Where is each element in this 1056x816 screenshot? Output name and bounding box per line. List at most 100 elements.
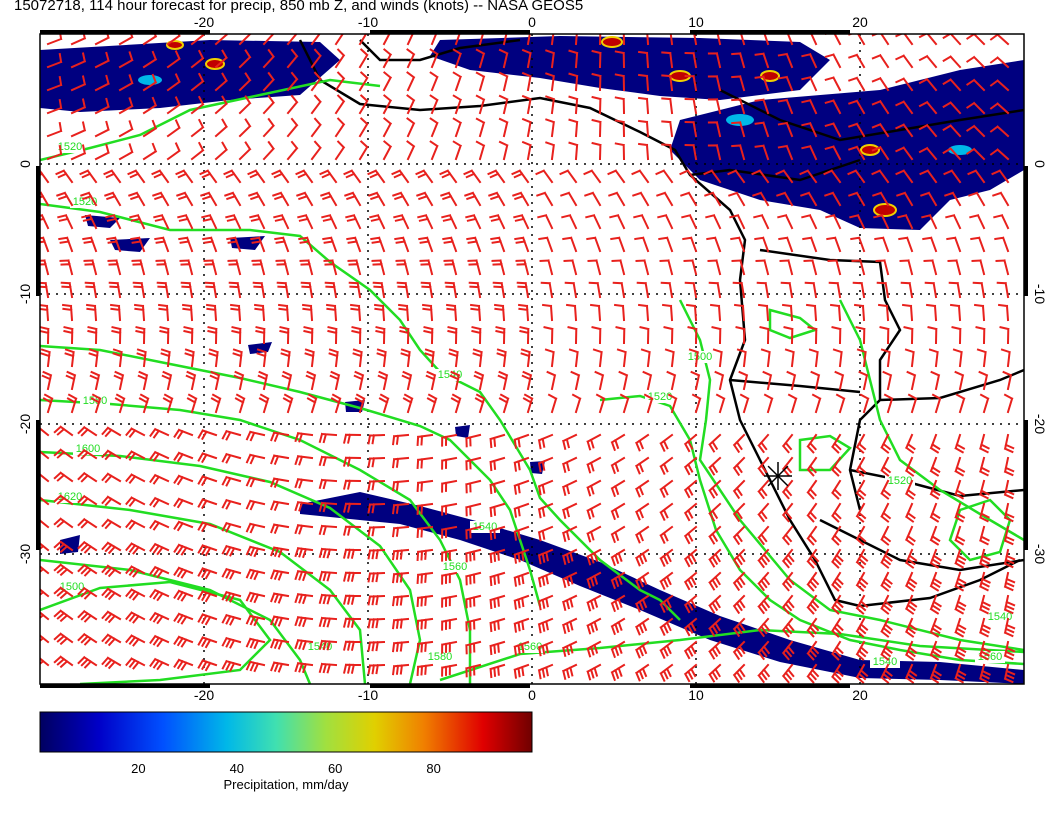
wind-barb (954, 456, 966, 477)
wind-barb (683, 663, 698, 683)
wind-barb (659, 663, 674, 683)
wind-barb (763, 34, 770, 46)
wind-barb (262, 117, 275, 138)
precip-band-frontal (300, 492, 1024, 684)
wind-barb (918, 123, 938, 138)
wind-barb (610, 663, 626, 682)
wind-barb (727, 169, 746, 184)
wind-barb (801, 52, 818, 69)
wind-barb (635, 525, 650, 544)
wind-barb (197, 498, 218, 510)
wind-barb (391, 456, 410, 469)
contour-label-bg (425, 651, 455, 663)
wind-barb (256, 348, 267, 368)
wind-barb (679, 169, 698, 184)
wind-barb (561, 548, 578, 566)
wind-barb (40, 634, 50, 644)
wind-barb (731, 52, 746, 69)
wind-barb (113, 370, 125, 391)
wind-barb (441, 525, 458, 539)
wind-barb (245, 568, 266, 581)
wind-barb (802, 236, 818, 253)
wind-barb (637, 142, 650, 161)
wind-barb (754, 121, 770, 138)
wind-barb (855, 594, 869, 615)
wind-barb (118, 120, 134, 138)
wind-barb (930, 370, 941, 391)
wind-barb (83, 259, 98, 276)
wind-barb (806, 640, 820, 661)
wind-barb (968, 191, 986, 207)
wind-barb (77, 425, 98, 437)
wind-barb (824, 99, 842, 115)
wind-barb (832, 348, 843, 368)
wind-barb (367, 456, 386, 468)
wind-barb (683, 617, 698, 637)
wind-barb (343, 594, 362, 605)
wind-barb (801, 98, 818, 115)
wind-barb (447, 326, 458, 345)
wind-barb (855, 433, 867, 454)
wind-barb (53, 609, 74, 623)
wind-barb (806, 456, 818, 477)
lon-tick-label: -20 (194, 14, 214, 30)
wind-barb (855, 548, 869, 569)
wind-barb (707, 52, 722, 69)
wind-barb (635, 617, 650, 636)
wind-barb (197, 544, 218, 557)
wind-barb (708, 281, 722, 299)
wind-barb (514, 236, 530, 253)
contour-label-bg (73, 443, 103, 455)
wind-barb (53, 632, 74, 646)
wind-barb (416, 617, 434, 630)
wind-barb (467, 259, 482, 276)
wind-barb (831, 502, 842, 523)
contour-label-bg (885, 475, 915, 487)
wind-barb (154, 236, 170, 253)
wind-barb (683, 502, 698, 522)
wind-barb (245, 476, 266, 488)
wind-barb (149, 496, 170, 508)
wind-barb (382, 117, 393, 138)
precipitation-layer (40, 36, 1024, 684)
wind-barb (270, 615, 290, 627)
wind-barb (214, 72, 228, 92)
wind-barb (498, 71, 509, 92)
wind-barb (280, 348, 291, 368)
wind-barb (637, 119, 650, 138)
wind-barb (1003, 571, 1016, 592)
wind-barb (46, 121, 63, 138)
wind-barb (831, 663, 844, 684)
wind-barb (489, 640, 506, 656)
wind-barb (925, 303, 938, 322)
wind-barb (294, 547, 314, 559)
wind-barb (105, 213, 122, 230)
wind-barb (591, 141, 602, 161)
wind-barb (318, 662, 338, 674)
wind-barb (929, 663, 942, 684)
wind-barb (173, 612, 194, 625)
wind-barb (178, 236, 194, 253)
wind-barb (708, 525, 722, 545)
wind-barb (591, 72, 602, 92)
wind-barb (954, 594, 967, 615)
wind-barb (979, 663, 991, 684)
wind-barb (871, 53, 890, 69)
wind-barb (929, 433, 941, 454)
wind-barb (348, 281, 362, 299)
wind-barb (631, 169, 650, 184)
wind-barb (491, 259, 506, 276)
wind-barb (489, 594, 506, 610)
wind-barb (135, 326, 146, 345)
wind-barb (871, 76, 890, 92)
wind-barb (61, 303, 74, 322)
wind-barb (79, 169, 98, 184)
contour-label: 1520 (73, 196, 97, 208)
wind-barb (918, 54, 938, 69)
wind-barb (294, 432, 314, 443)
wind-barb (687, 326, 698, 345)
wind-barb (855, 571, 869, 592)
wind-barb (1003, 617, 1016, 638)
wind-barb (966, 124, 986, 138)
wind-barb (586, 571, 602, 589)
